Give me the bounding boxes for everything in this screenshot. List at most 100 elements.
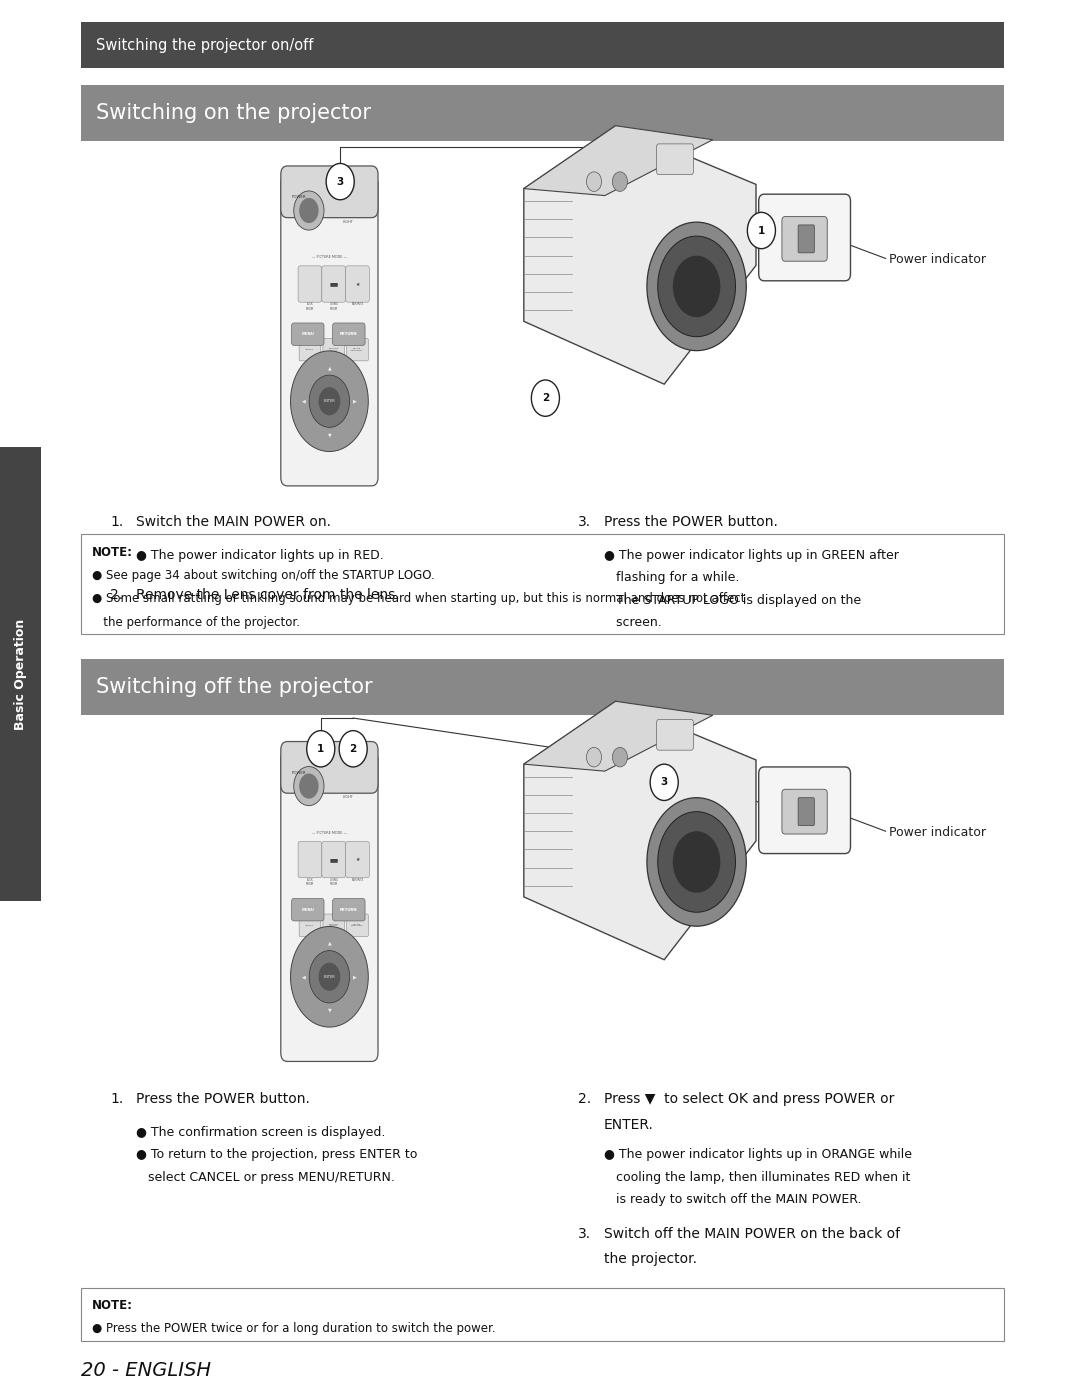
Text: ● Press the POWER twice or for a long duration to switch the power.: ● Press the POWER twice or for a long du… xyxy=(92,1322,496,1334)
Text: the projector.: the projector. xyxy=(604,1252,697,1266)
Circle shape xyxy=(309,374,350,427)
Text: Switch the MAIN POWER on.: Switch the MAIN POWER on. xyxy=(136,515,332,529)
Text: ● See page 34 about switching on/off the STARTUP LOGO.: ● See page 34 about switching on/off the… xyxy=(92,569,434,581)
Text: 2.: 2. xyxy=(110,588,123,602)
Circle shape xyxy=(612,747,627,767)
FancyBboxPatch shape xyxy=(298,841,322,877)
Text: ◀: ◀ xyxy=(301,974,306,979)
Text: Press the POWER button.: Press the POWER button. xyxy=(604,515,778,529)
Bar xyxy=(81,659,1004,715)
Text: ■■: ■■ xyxy=(329,282,338,286)
Circle shape xyxy=(339,731,367,767)
Circle shape xyxy=(673,256,720,317)
Circle shape xyxy=(326,163,354,200)
Circle shape xyxy=(291,926,368,1027)
Text: LIGHT: LIGHT xyxy=(342,219,353,224)
Text: ▲: ▲ xyxy=(327,940,332,946)
Circle shape xyxy=(307,731,335,767)
Text: 2: 2 xyxy=(542,393,549,404)
Text: The STARTUP LOGO is displayed on the: The STARTUP LOGO is displayed on the xyxy=(604,594,861,606)
Text: ◀: ◀ xyxy=(301,398,306,404)
Text: COLOR
MANAGMT: COLOR MANAGMT xyxy=(351,348,364,351)
FancyBboxPatch shape xyxy=(333,323,365,345)
Text: 1.: 1. xyxy=(110,1092,123,1106)
Circle shape xyxy=(319,963,340,990)
Text: Power indicator: Power indicator xyxy=(889,253,986,267)
Text: 2: 2 xyxy=(350,743,356,754)
Text: Switching on the projector: Switching on the projector xyxy=(96,103,372,123)
FancyBboxPatch shape xyxy=(292,898,324,921)
Text: ENTER: ENTER xyxy=(324,975,335,979)
Text: NOTE:: NOTE: xyxy=(92,1299,133,1312)
Text: 3: 3 xyxy=(337,176,343,187)
Polygon shape xyxy=(524,126,756,384)
Text: cooling the lamp, then illuminates RED when it: cooling the lamp, then illuminates RED w… xyxy=(604,1171,910,1183)
FancyBboxPatch shape xyxy=(292,323,324,345)
Text: ▼: ▼ xyxy=(327,1007,332,1013)
Text: flashing for a while.: flashing for a while. xyxy=(604,571,739,584)
Text: ● The power indicator lights up in RED.: ● The power indicator lights up in RED. xyxy=(136,549,383,562)
Text: Power indicator: Power indicator xyxy=(889,826,986,840)
Text: BLCK
ROOM: BLCK ROOM xyxy=(306,302,314,310)
Bar xyxy=(81,22,1004,68)
Text: PICTURE
ADJUST: PICTURE ADJUST xyxy=(328,923,339,926)
Text: Switching the projector on/off: Switching the projector on/off xyxy=(96,38,313,53)
Text: PICTURE
ADJUST: PICTURE ADJUST xyxy=(328,348,339,351)
FancyBboxPatch shape xyxy=(347,914,368,936)
Text: ENTER: ENTER xyxy=(324,400,335,404)
FancyBboxPatch shape xyxy=(323,338,345,360)
FancyBboxPatch shape xyxy=(759,194,851,281)
FancyBboxPatch shape xyxy=(333,898,365,921)
Circle shape xyxy=(647,798,746,926)
FancyBboxPatch shape xyxy=(798,798,814,826)
FancyBboxPatch shape xyxy=(281,742,378,793)
FancyBboxPatch shape xyxy=(782,789,827,834)
FancyBboxPatch shape xyxy=(281,752,378,1062)
FancyBboxPatch shape xyxy=(346,841,369,877)
Text: screen.: screen. xyxy=(604,616,661,629)
FancyBboxPatch shape xyxy=(281,176,378,486)
Text: RETURN: RETURN xyxy=(340,908,357,912)
FancyBboxPatch shape xyxy=(657,719,693,750)
Text: 3: 3 xyxy=(661,777,667,788)
FancyBboxPatch shape xyxy=(782,217,827,261)
Bar xyxy=(81,1288,1004,1341)
Text: 1.: 1. xyxy=(110,515,123,529)
FancyBboxPatch shape xyxy=(299,914,321,936)
Text: ● Some small rattling or tinkling sound may be heard when starting up, but this : ● Some small rattling or tinkling sound … xyxy=(92,592,745,605)
Text: Switching off the projector: Switching off the projector xyxy=(96,678,373,697)
Text: ● The confirmation screen is displayed.: ● The confirmation screen is displayed. xyxy=(136,1126,386,1139)
Text: ▲: ▲ xyxy=(327,365,332,370)
Text: ▶: ▶ xyxy=(353,974,357,979)
Text: 1: 1 xyxy=(758,225,765,236)
Text: select CANCEL or press MENU/RETURN.: select CANCEL or press MENU/RETURN. xyxy=(136,1171,395,1183)
Text: 2.: 2. xyxy=(578,1092,591,1106)
Bar xyxy=(81,534,1004,634)
Circle shape xyxy=(612,172,627,191)
Circle shape xyxy=(294,191,324,231)
Text: FAVORITE: FAVORITE xyxy=(351,877,364,882)
Text: 20 - ENGLISH: 20 - ENGLISH xyxy=(81,1361,211,1380)
Circle shape xyxy=(586,747,602,767)
Text: Remove the Lens cover from the lens.: Remove the Lens cover from the lens. xyxy=(136,588,400,602)
Circle shape xyxy=(299,198,319,224)
FancyBboxPatch shape xyxy=(298,265,322,302)
Text: — PICTURE MODE —: — PICTURE MODE — xyxy=(312,831,347,835)
Text: 3.: 3. xyxy=(578,515,591,529)
Circle shape xyxy=(658,236,735,337)
Polygon shape xyxy=(524,701,713,771)
Text: FAVORITE: FAVORITE xyxy=(351,302,364,306)
Text: MENU: MENU xyxy=(301,332,314,337)
Text: ■■: ■■ xyxy=(329,858,338,862)
FancyBboxPatch shape xyxy=(347,338,368,360)
Text: MENU: MENU xyxy=(301,908,314,912)
Circle shape xyxy=(658,812,735,912)
Text: POWER: POWER xyxy=(292,196,306,200)
Text: — PICTURE MODE —: — PICTURE MODE — xyxy=(312,256,347,260)
Bar xyxy=(81,85,1004,141)
Text: COLOR
MANAGMT: COLOR MANAGMT xyxy=(351,923,364,926)
Text: Switch off the MAIN POWER on the back of: Switch off the MAIN POWER on the back of xyxy=(604,1227,900,1241)
Circle shape xyxy=(647,222,746,351)
Text: RETURN: RETURN xyxy=(340,332,357,337)
Text: Press the POWER button.: Press the POWER button. xyxy=(136,1092,310,1106)
